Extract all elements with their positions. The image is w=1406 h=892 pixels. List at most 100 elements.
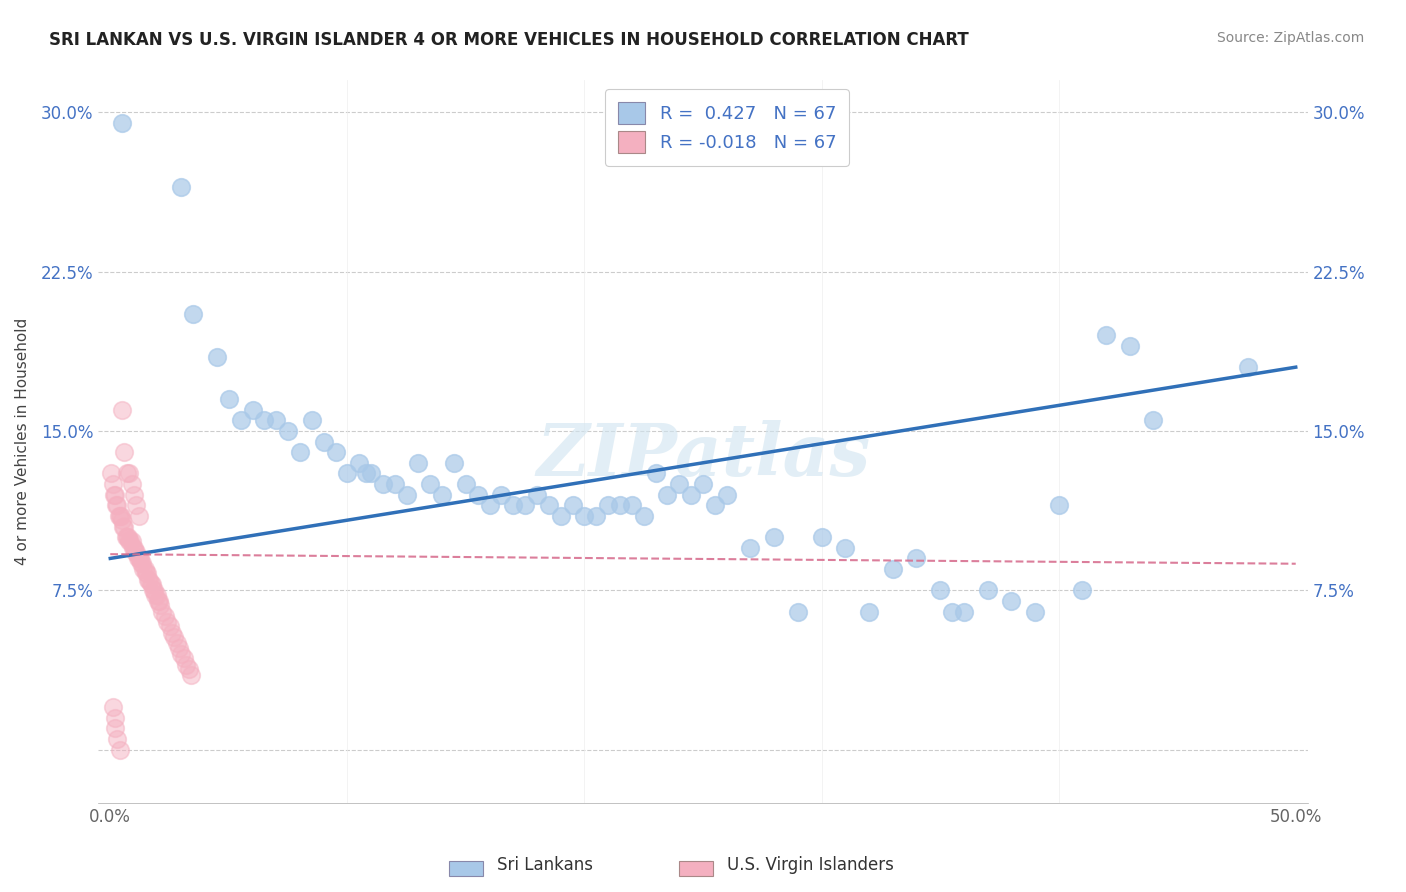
Point xyxy=(125,498,148,512)
Point xyxy=(100,467,122,481)
Point xyxy=(134,562,156,576)
Point xyxy=(763,530,786,544)
Point xyxy=(371,477,394,491)
Point xyxy=(114,445,136,459)
Point xyxy=(142,583,165,598)
Point xyxy=(668,477,690,491)
Point xyxy=(229,413,252,427)
Point xyxy=(124,545,146,559)
Point xyxy=(976,583,998,598)
Point xyxy=(264,413,287,427)
Point xyxy=(609,498,631,512)
Point xyxy=(1119,339,1142,353)
Point xyxy=(454,477,477,491)
Text: ZIPatlas: ZIPatlas xyxy=(536,420,870,491)
Point xyxy=(159,619,181,633)
Point xyxy=(432,488,454,502)
Point xyxy=(253,413,276,427)
Point xyxy=(740,541,762,555)
Point xyxy=(526,488,548,502)
Point xyxy=(905,551,928,566)
Point xyxy=(681,488,703,502)
Point xyxy=(336,467,359,481)
Point xyxy=(141,577,163,591)
Point xyxy=(1095,328,1118,343)
Point xyxy=(149,598,172,612)
Point xyxy=(115,530,138,544)
FancyBboxPatch shape xyxy=(449,861,482,877)
Text: Source: ZipAtlas.com: Source: ZipAtlas.com xyxy=(1216,31,1364,45)
Point xyxy=(561,498,583,512)
Point xyxy=(148,594,170,608)
Point xyxy=(537,498,560,512)
Point xyxy=(163,630,186,644)
Point xyxy=(467,488,489,502)
Point xyxy=(633,508,655,523)
Text: U.S. Virgin Islanders: U.S. Virgin Islanders xyxy=(727,856,894,874)
Point xyxy=(111,116,134,130)
Point xyxy=(515,498,537,512)
Point xyxy=(128,508,150,523)
Text: Sri Lankans: Sri Lankans xyxy=(498,856,593,874)
Point xyxy=(136,573,159,587)
Point xyxy=(111,513,134,527)
Point xyxy=(160,625,183,640)
Point xyxy=(115,467,138,481)
Point xyxy=(145,588,167,602)
Point xyxy=(104,488,127,502)
Point xyxy=(786,605,808,619)
Point xyxy=(585,508,607,523)
Point xyxy=(108,742,131,756)
Point xyxy=(502,498,524,512)
Point xyxy=(834,541,856,555)
Point xyxy=(128,551,150,566)
Point xyxy=(181,307,204,321)
Point xyxy=(117,530,139,544)
Point xyxy=(121,534,143,549)
Point xyxy=(716,488,738,502)
Point xyxy=(177,662,200,676)
Point xyxy=(135,566,157,581)
Point xyxy=(218,392,240,406)
Point xyxy=(139,577,162,591)
Point xyxy=(107,508,129,523)
Point xyxy=(118,467,141,481)
Point xyxy=(419,477,441,491)
Point xyxy=(112,519,135,533)
Point xyxy=(205,350,228,364)
Point xyxy=(325,445,347,459)
Point xyxy=(312,434,335,449)
Point xyxy=(408,456,430,470)
Point xyxy=(104,711,127,725)
Point xyxy=(152,605,174,619)
Point xyxy=(127,551,149,566)
Point xyxy=(644,467,666,481)
FancyBboxPatch shape xyxy=(679,861,713,877)
Point xyxy=(143,583,166,598)
Point xyxy=(301,413,323,427)
Point xyxy=(118,534,141,549)
Point xyxy=(122,541,145,555)
Point xyxy=(598,498,620,512)
Point xyxy=(929,583,952,598)
Point xyxy=(146,594,169,608)
Point xyxy=(1000,594,1022,608)
Point xyxy=(129,556,152,570)
Point xyxy=(105,732,128,747)
Text: SRI LANKAN VS U.S. VIRGIN ISLANDER 4 OR MORE VEHICLES IN HOUSEHOLD CORRELATION C: SRI LANKAN VS U.S. VIRGIN ISLANDER 4 OR … xyxy=(49,31,969,49)
Point xyxy=(1024,605,1046,619)
Point xyxy=(122,488,145,502)
Y-axis label: 4 or more Vehicles in Household: 4 or more Vehicles in Household xyxy=(15,318,30,566)
Point xyxy=(703,498,725,512)
Point xyxy=(114,530,136,544)
Point xyxy=(156,615,179,630)
Point xyxy=(810,530,832,544)
Point xyxy=(491,488,513,502)
Point xyxy=(143,588,166,602)
Point xyxy=(103,488,125,502)
Point xyxy=(356,467,378,481)
Point xyxy=(136,566,159,581)
Point xyxy=(941,605,963,619)
Point xyxy=(132,562,155,576)
Point xyxy=(443,456,465,470)
